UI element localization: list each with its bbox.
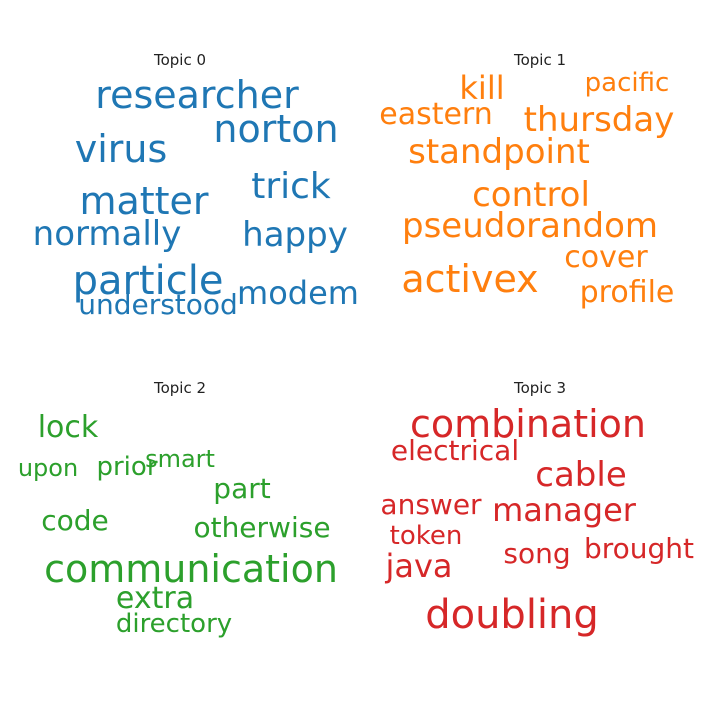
word-directory: directory [115, 609, 233, 639]
topic-1-title: Topic 1 [513, 51, 567, 69]
word-electrical: electrical [390, 434, 520, 467]
word-standpoint: standpoint [408, 132, 590, 172]
word-answer: answer [380, 488, 482, 521]
word-pseudorandom: pseudorandom [401, 206, 659, 246]
word-researcher: researcher [95, 73, 299, 117]
word-communication: communication [44, 547, 338, 591]
word-profile: profile [579, 275, 675, 310]
word-doubling: doubling [425, 592, 599, 638]
word-prior: prior [96, 452, 158, 482]
word-happy: happy [242, 215, 348, 255]
word-token: token [389, 521, 463, 551]
word-particle: particle [72, 258, 224, 304]
word-upon: upon [17, 454, 79, 482]
word-control: control [472, 175, 590, 215]
word-extra: extra [115, 581, 195, 616]
topic-2-title: Topic 2 [153, 379, 207, 397]
word-normally: normally [32, 214, 182, 254]
word-smart: smart [145, 445, 215, 473]
word-part: part [213, 472, 271, 505]
word-brought: brought [583, 532, 695, 565]
topic-3-title: Topic 3 [513, 379, 567, 397]
word-modem: modem [237, 274, 359, 312]
topic-3-panel: Topic 3 combination electrical cable answer… [360, 360, 720, 720]
topic-0-title: Topic 0 [153, 51, 207, 69]
word-java: java [385, 547, 453, 585]
word-thursday: thursday [523, 100, 675, 140]
word-virus: virus [74, 127, 168, 171]
word-manager: manager [492, 491, 636, 529]
topic-2-panel: Topic 2 lock smart upon prior part code otherw… [0, 360, 360, 720]
word-trick: trick [251, 166, 331, 207]
word-kill: kill [459, 69, 505, 107]
word-song: song [503, 537, 571, 570]
word-otherwise: otherwise [193, 511, 331, 544]
word-eastern: eastern [379, 97, 493, 132]
word-norton: norton [213, 107, 339, 151]
word-understood: understood [78, 288, 238, 321]
word-activex: activex [401, 257, 539, 301]
word-matter: matter [79, 179, 209, 223]
word-code: code [41, 504, 109, 537]
topic-1-panel: Topic 1 kill pacific eastern thursday standp… [360, 0, 720, 360]
word-cover: cover [564, 240, 648, 275]
topic-0-panel: Topic 0 researcher norton virus matter trick… [0, 0, 360, 360]
word-lock: lock [37, 410, 99, 445]
word-combination: combination [410, 402, 646, 446]
word-pacific: pacific [584, 68, 670, 98]
word-cable: cable [535, 455, 627, 495]
